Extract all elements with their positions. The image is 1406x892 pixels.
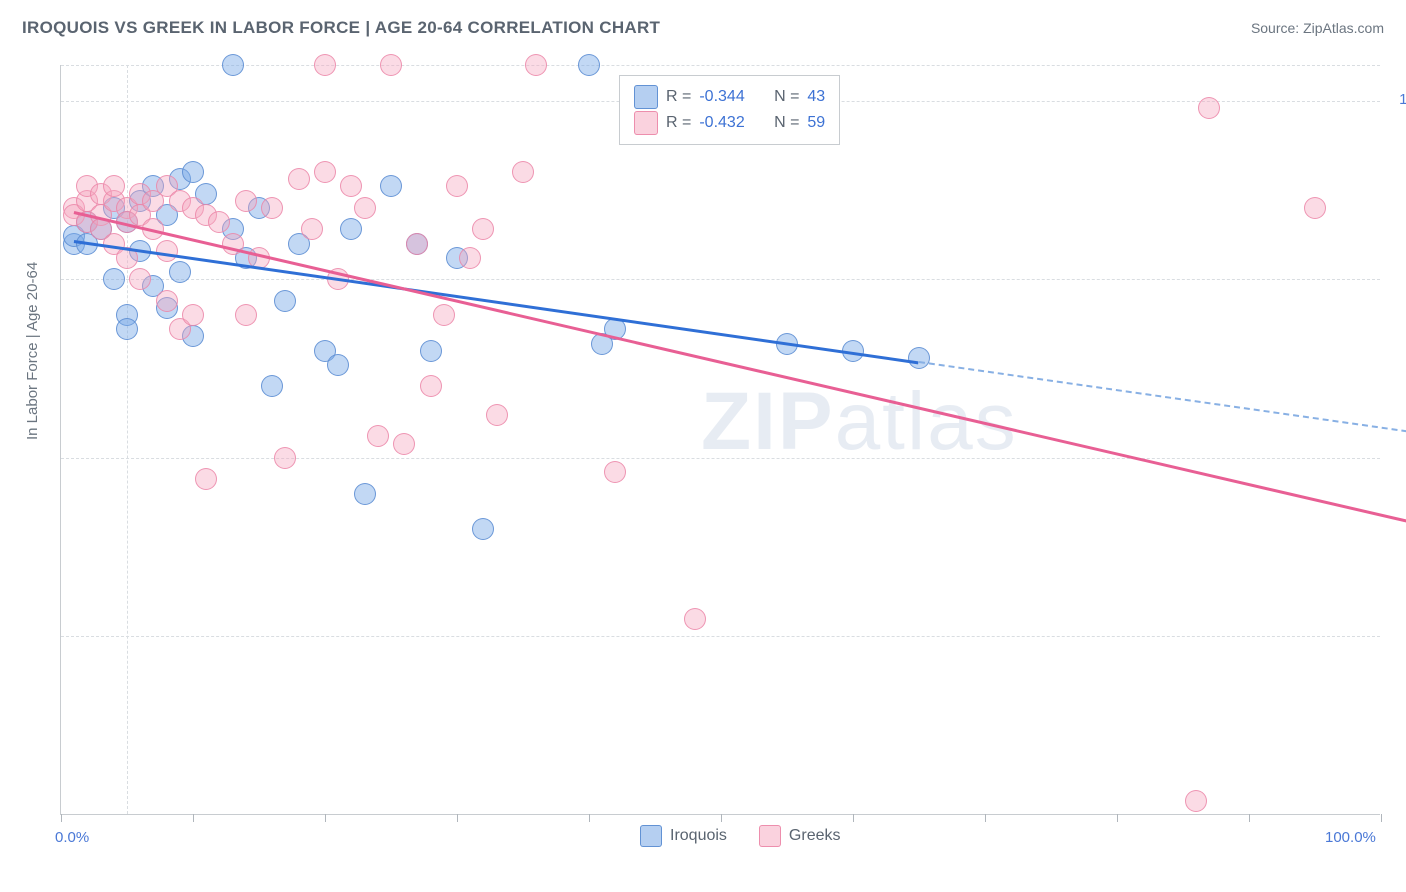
watermark: ZIPatlas (701, 375, 1018, 469)
trendline-pink (74, 211, 1406, 531)
legend-correlation: R = -0.344 N = 43 R = -0.432 N = 59 (619, 75, 840, 145)
n-label: N = (774, 110, 799, 136)
watermark-light: atlas (835, 376, 1018, 467)
gridline-h (61, 279, 1380, 280)
n-value: 59 (807, 110, 825, 136)
y-axis-title: In Labor Force | Age 20-64 (24, 262, 41, 440)
legend-item-greeks: Greeks (759, 825, 841, 847)
x-tick (1249, 814, 1250, 822)
data-point-pink (684, 608, 706, 630)
r-label: R = (666, 110, 691, 136)
chart-title: IROQUOIS VS GREEK IN LABOR FORCE | AGE 2… (22, 18, 660, 38)
r-label: R = (666, 84, 691, 110)
legend-row: R = -0.432 N = 59 (634, 110, 825, 136)
blue-chip-icon (640, 825, 662, 847)
x-tick (589, 814, 590, 822)
x-tick (1381, 814, 1382, 822)
blue-chip-icon (634, 85, 658, 109)
data-point-pink (354, 197, 376, 219)
data-point-pink (129, 268, 151, 290)
legend-label: Iroquois (670, 827, 727, 845)
x-tick (1117, 814, 1118, 822)
x-tick (721, 814, 722, 822)
data-point-blue (182, 161, 204, 183)
data-point-pink (472, 218, 494, 240)
data-point-pink (156, 290, 178, 312)
data-point-pink (604, 461, 626, 483)
data-point-blue (578, 54, 600, 76)
data-point-pink (208, 211, 230, 233)
data-point-pink (235, 304, 257, 326)
pink-chip-icon (634, 111, 658, 135)
data-point-pink (459, 247, 481, 269)
r-value: -0.344 (699, 84, 744, 110)
data-point-pink (406, 233, 428, 255)
data-point-blue (340, 218, 362, 240)
gridline-h (61, 636, 1380, 637)
x-tick-label: 0.0% (55, 829, 89, 846)
data-point-blue (472, 518, 494, 540)
data-point-pink (274, 447, 296, 469)
r-value: -0.432 (699, 110, 744, 136)
gridline-h (61, 65, 1380, 66)
data-point-pink (182, 304, 204, 326)
data-point-pink (301, 218, 323, 240)
data-point-blue (327, 354, 349, 376)
data-point-pink (1185, 790, 1207, 812)
data-point-pink (1198, 97, 1220, 119)
data-point-pink (314, 54, 336, 76)
data-point-pink (367, 425, 389, 447)
data-point-pink (261, 197, 283, 219)
data-point-blue (261, 375, 283, 397)
legend-label: Greeks (789, 827, 841, 845)
n-label: N = (774, 84, 799, 110)
chart-container: ZIPatlas 25.0%50.0%75.0%100.0%0.0%100.0%… (60, 55, 1380, 815)
legend-bottom: Iroquois Greeks (640, 825, 841, 847)
data-point-pink (103, 175, 125, 197)
trendline-blue (74, 240, 919, 364)
data-point-blue (222, 54, 244, 76)
trendline-blue-dashed (919, 361, 1406, 438)
data-point-pink (446, 175, 468, 197)
data-point-blue (420, 340, 442, 362)
gridline-h (61, 458, 1380, 459)
data-point-blue (116, 318, 138, 340)
data-point-pink (433, 304, 455, 326)
data-point-pink (512, 161, 534, 183)
data-point-pink (380, 54, 402, 76)
pink-chip-icon (759, 825, 781, 847)
data-point-pink (486, 404, 508, 426)
x-tick (985, 814, 986, 822)
legend-item-iroquois: Iroquois (640, 825, 727, 847)
x-tick-label: 100.0% (1325, 829, 1376, 846)
data-point-blue (274, 290, 296, 312)
x-tick (853, 814, 854, 822)
data-point-blue (103, 268, 125, 290)
data-point-pink (288, 168, 310, 190)
data-point-pink (195, 468, 217, 490)
watermark-bold: ZIP (701, 376, 835, 467)
data-point-blue (908, 347, 930, 369)
data-point-blue (169, 261, 191, 283)
data-point-pink (525, 54, 547, 76)
n-value: 43 (807, 84, 825, 110)
data-point-pink (393, 433, 415, 455)
x-tick (325, 814, 326, 822)
data-point-pink (156, 240, 178, 262)
data-point-pink (1304, 197, 1326, 219)
data-point-pink (420, 375, 442, 397)
legend-row: R = -0.344 N = 43 (634, 84, 825, 110)
x-tick (61, 814, 62, 822)
data-point-pink (340, 175, 362, 197)
data-point-pink (235, 190, 257, 212)
data-point-pink (314, 161, 336, 183)
gridline-v (127, 65, 128, 814)
x-tick (457, 814, 458, 822)
plot-area: ZIPatlas 25.0%50.0%75.0%100.0%0.0%100.0%… (60, 65, 1380, 815)
data-point-blue (354, 483, 376, 505)
source-label: Source: ZipAtlas.com (1251, 20, 1384, 36)
x-tick (193, 814, 194, 822)
data-point-blue (380, 175, 402, 197)
y-tick-label: 100.0% (1399, 91, 1406, 108)
